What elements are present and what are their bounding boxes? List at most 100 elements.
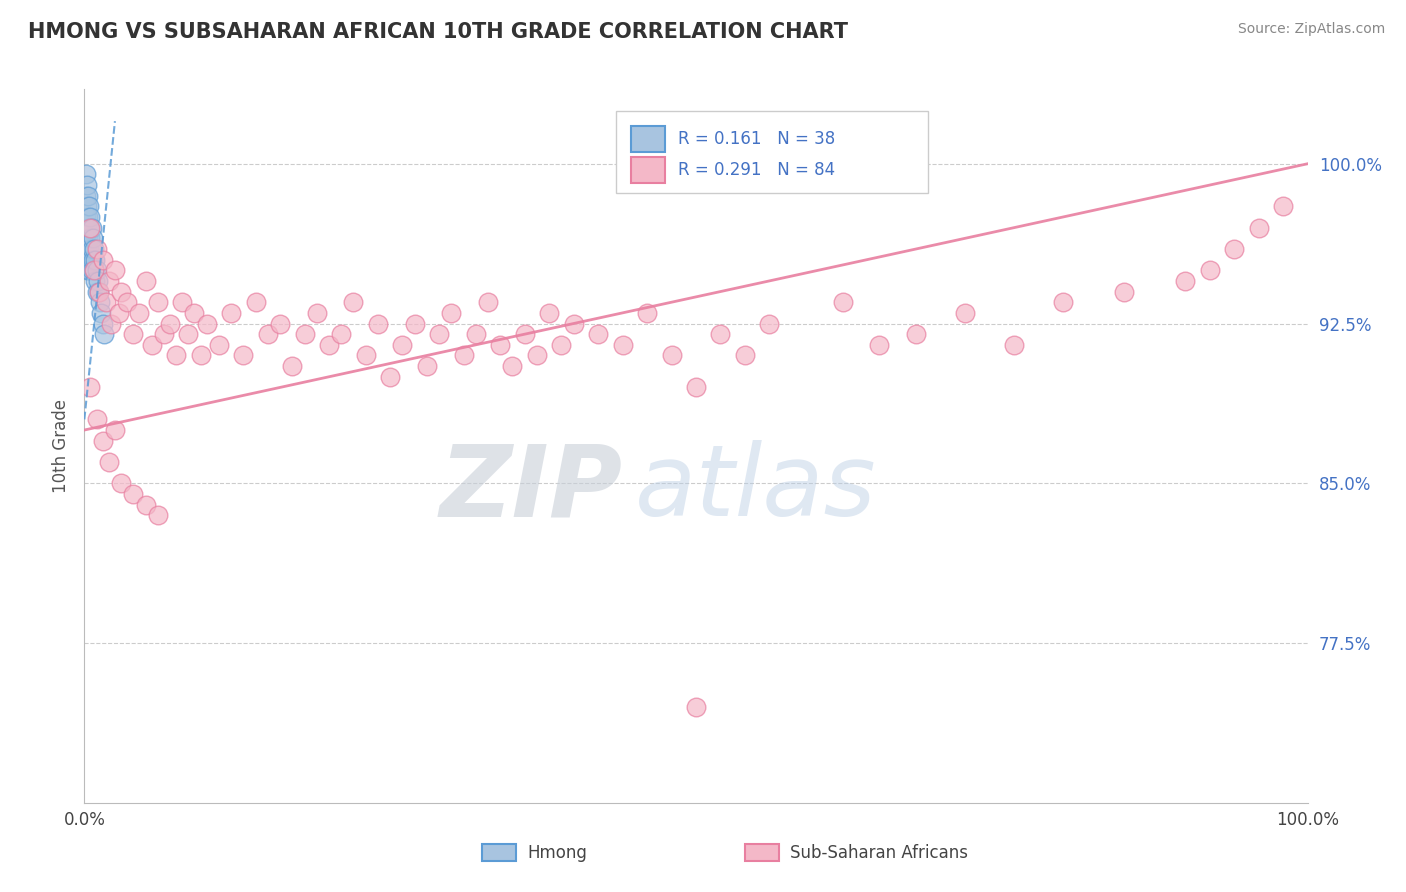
Text: Source: ZipAtlas.com: Source: ZipAtlas.com bbox=[1237, 22, 1385, 37]
Point bbox=[76, 263, 98, 277]
Point bbox=[526, 349, 548, 363]
Point bbox=[135, 274, 157, 288]
Point bbox=[1174, 274, 1197, 288]
Point bbox=[84, 252, 107, 267]
Point bbox=[342, 295, 364, 310]
Point bbox=[75, 231, 97, 245]
Point bbox=[90, 306, 112, 320]
Point bbox=[80, 242, 103, 256]
Point bbox=[477, 295, 499, 310]
Point bbox=[232, 349, 254, 363]
Point bbox=[107, 306, 129, 320]
Point bbox=[440, 306, 463, 320]
Point bbox=[146, 508, 169, 523]
Point bbox=[416, 359, 439, 373]
Point bbox=[75, 210, 97, 224]
Y-axis label: 10th Grade: 10th Grade bbox=[52, 399, 70, 493]
Point bbox=[294, 327, 316, 342]
Point bbox=[86, 263, 108, 277]
Point bbox=[77, 231, 100, 245]
Point bbox=[661, 349, 683, 363]
Point bbox=[76, 199, 98, 213]
Point bbox=[219, 306, 242, 320]
Point bbox=[367, 317, 389, 331]
Point bbox=[135, 498, 157, 512]
Point bbox=[758, 317, 780, 331]
Point bbox=[79, 210, 101, 224]
Point bbox=[76, 178, 98, 192]
Point bbox=[86, 285, 108, 299]
Point bbox=[905, 327, 928, 342]
Point bbox=[1114, 285, 1136, 299]
Point bbox=[159, 317, 181, 331]
Point bbox=[77, 199, 100, 213]
Point bbox=[183, 306, 205, 320]
Point bbox=[75, 188, 97, 202]
Point bbox=[75, 252, 97, 267]
Point bbox=[104, 263, 127, 277]
Point bbox=[464, 327, 486, 342]
FancyBboxPatch shape bbox=[482, 844, 516, 862]
Point bbox=[330, 327, 353, 342]
Point bbox=[550, 338, 572, 352]
Point bbox=[195, 317, 218, 331]
Point bbox=[380, 369, 402, 384]
Point bbox=[489, 338, 512, 352]
Point bbox=[257, 327, 280, 342]
Point bbox=[97, 455, 120, 469]
Point bbox=[82, 252, 104, 267]
Point bbox=[208, 338, 231, 352]
Point bbox=[953, 306, 976, 320]
Point bbox=[685, 700, 707, 714]
Point bbox=[165, 349, 187, 363]
Point bbox=[84, 274, 107, 288]
Point bbox=[80, 263, 103, 277]
Point bbox=[83, 242, 105, 256]
Point bbox=[91, 434, 114, 448]
Point bbox=[281, 359, 304, 373]
Point bbox=[709, 327, 731, 342]
FancyBboxPatch shape bbox=[631, 157, 665, 183]
Point bbox=[122, 487, 145, 501]
Point bbox=[93, 327, 115, 342]
Point bbox=[869, 338, 891, 352]
Point bbox=[305, 306, 328, 320]
Point bbox=[76, 220, 98, 235]
Point bbox=[79, 380, 101, 394]
Text: R = 0.291   N = 84: R = 0.291 N = 84 bbox=[678, 161, 835, 178]
Point bbox=[190, 349, 212, 363]
Point bbox=[76, 242, 98, 256]
Point bbox=[77, 220, 100, 235]
Point bbox=[153, 327, 176, 342]
Text: HMONG VS SUBSAHARAN AFRICAN 10TH GRADE CORRELATION CHART: HMONG VS SUBSAHARAN AFRICAN 10TH GRADE C… bbox=[28, 22, 848, 42]
Point bbox=[86, 242, 108, 256]
Point bbox=[87, 285, 110, 299]
Point bbox=[75, 168, 97, 182]
Point bbox=[80, 220, 103, 235]
Point bbox=[83, 263, 105, 277]
Text: atlas: atlas bbox=[636, 441, 876, 537]
Point bbox=[354, 349, 377, 363]
Point bbox=[502, 359, 524, 373]
Point bbox=[77, 242, 100, 256]
Point bbox=[79, 231, 101, 245]
Point bbox=[110, 285, 132, 299]
Point bbox=[427, 327, 450, 342]
Point bbox=[269, 317, 291, 331]
Point bbox=[79, 220, 101, 235]
Point bbox=[831, 295, 853, 310]
Point bbox=[77, 263, 100, 277]
Point bbox=[391, 338, 413, 352]
Point bbox=[128, 306, 150, 320]
FancyBboxPatch shape bbox=[745, 844, 779, 862]
Point bbox=[82, 231, 104, 245]
Point bbox=[104, 423, 127, 437]
Point bbox=[1272, 199, 1295, 213]
Point bbox=[404, 317, 426, 331]
Point bbox=[110, 476, 132, 491]
Point bbox=[1002, 338, 1025, 352]
Point bbox=[513, 327, 536, 342]
Point bbox=[83, 263, 105, 277]
Text: R = 0.161   N = 38: R = 0.161 N = 38 bbox=[678, 130, 835, 148]
Point bbox=[172, 295, 194, 310]
